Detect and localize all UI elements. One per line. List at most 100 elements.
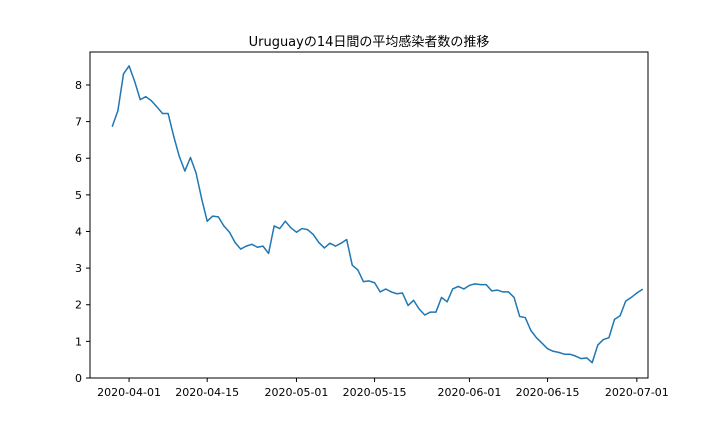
data-point	[201, 197, 203, 200]
x-tick-label: 2020-06-01	[437, 386, 501, 399]
data-point	[156, 106, 158, 108]
data-point	[401, 292, 404, 294]
data-point	[407, 304, 409, 307]
data-point	[178, 155, 180, 157]
data-point	[312, 233, 314, 236]
chart-title: Uruguayの14日間の平均感染者数の推移	[249, 34, 490, 50]
data-points	[111, 65, 644, 364]
data-point	[128, 65, 130, 67]
data-point	[122, 73, 125, 75]
data-point	[541, 342, 543, 344]
x-tick-label: 2020-05-01	[264, 386, 328, 399]
data-point	[206, 220, 208, 222]
data-point	[295, 231, 298, 233]
y-tick-label: 3	[75, 262, 82, 275]
data-point	[346, 238, 348, 241]
y-tick-label: 1	[75, 335, 82, 348]
data-point	[597, 344, 599, 346]
data-point	[435, 311, 437, 313]
data-point	[468, 284, 471, 286]
data-point	[189, 156, 192, 159]
data-point	[139, 99, 141, 101]
data-point	[267, 252, 270, 255]
y-tick-label: 7	[75, 116, 82, 129]
y-tick-label: 5	[75, 189, 82, 202]
data-point	[396, 293, 398, 295]
data-point	[234, 241, 236, 244]
data-point	[580, 357, 582, 360]
data-point	[463, 288, 465, 290]
data-point	[413, 299, 415, 301]
data-point	[474, 283, 476, 285]
data-point	[446, 301, 448, 303]
plot-area-frame	[89, 51, 649, 379]
data-point	[619, 315, 621, 317]
data-point	[608, 337, 610, 339]
data-point	[173, 135, 175, 137]
data-point	[591, 362, 593, 364]
data-point	[223, 225, 225, 227]
data-point	[334, 245, 337, 247]
data-point	[641, 288, 644, 290]
data-point	[524, 316, 526, 319]
data-point	[379, 291, 381, 293]
data-point	[357, 269, 359, 271]
data-point	[457, 285, 459, 288]
data-point	[496, 289, 498, 291]
data-point	[558, 351, 560, 353]
data-point	[429, 311, 431, 313]
data-point	[161, 112, 164, 115]
x-axis: 2020-04-01 2020-04-15 2020-05-01 2020-05-15…	[97, 378, 669, 399]
data-point	[273, 225, 275, 227]
data-point	[636, 292, 638, 294]
data-point	[318, 241, 320, 244]
data-point	[586, 357, 588, 359]
data-point	[245, 245, 247, 247]
data-point	[390, 291, 392, 293]
x-tick-label: 2020-04-01	[97, 386, 161, 399]
data-point	[574, 355, 577, 357]
y-tick-label: 6	[75, 152, 82, 165]
data-point	[256, 246, 258, 248]
data-point	[485, 284, 487, 286]
data-point	[440, 296, 443, 299]
data-point	[351, 264, 353, 266]
x-tick-label: 2020-04-15	[175, 386, 239, 399]
y-tick-label: 4	[75, 225, 82, 238]
y-tick-label: 0	[75, 372, 82, 385]
data-point	[373, 282, 376, 284]
data-point	[340, 242, 342, 244]
series-line	[111, 65, 643, 364]
data-point	[307, 229, 309, 231]
data-point	[507, 291, 510, 293]
data-point	[184, 170, 186, 172]
data-point	[546, 348, 549, 350]
data-point	[217, 216, 219, 218]
data-point	[491, 290, 493, 292]
data-point	[362, 281, 365, 283]
data-point	[602, 338, 604, 341]
data-point	[613, 318, 616, 320]
data-point	[228, 231, 231, 233]
data-point	[424, 314, 426, 316]
data-point	[535, 337, 538, 339]
data-point	[150, 100, 152, 102]
data-point	[530, 329, 532, 331]
data-point	[368, 280, 370, 282]
y-tick-label: 8	[75, 79, 82, 92]
x-tick-label: 2020-07-01	[605, 386, 669, 399]
data-point	[117, 110, 119, 112]
data-point	[563, 353, 565, 355]
data-point	[240, 248, 242, 250]
data-point	[212, 215, 214, 217]
data-point	[167, 112, 169, 115]
data-point	[262, 245, 264, 247]
data-point	[519, 315, 521, 318]
data-point	[329, 242, 331, 244]
y-tick-label: 2	[75, 299, 82, 312]
data-point	[630, 296, 632, 299]
data-point	[195, 172, 197, 174]
data-point	[625, 300, 627, 302]
data-point	[111, 125, 113, 127]
